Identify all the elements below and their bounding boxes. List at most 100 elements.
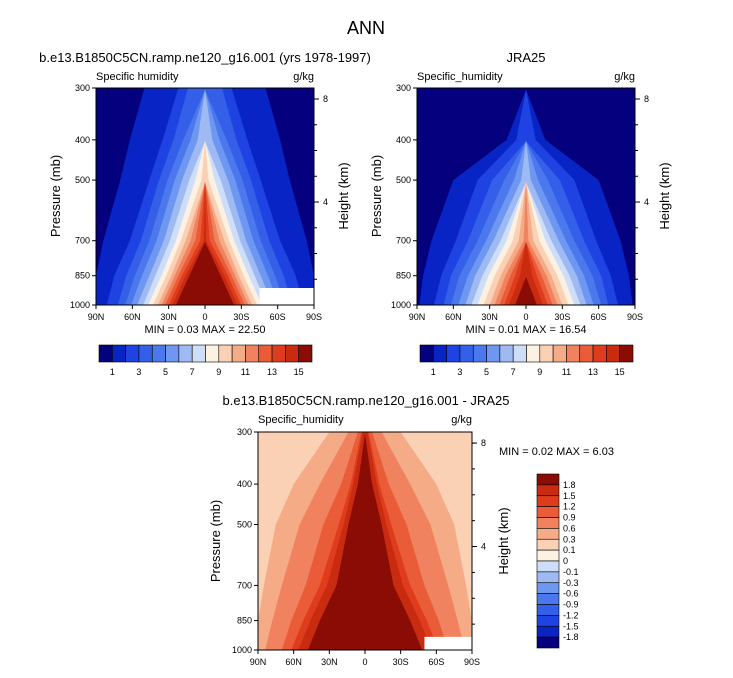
panel-obs-stats: MIN = 0.01 MAX = 16.54: [465, 324, 586, 336]
x-tick-label: 0: [202, 312, 207, 322]
colorbar-box: [112, 344, 126, 363]
colorbar-box: [536, 528, 560, 540]
x-tick-label: 60N: [124, 312, 141, 322]
x-tick-label: 90N: [250, 657, 267, 667]
colorbar-box: [536, 560, 560, 573]
panel-model-stats: MIN = 0.03 MAX = 22.50: [144, 324, 265, 336]
colorbar-box: [499, 344, 514, 363]
colorbar-box: [536, 593, 560, 605]
colorbar-box: [125, 344, 140, 363]
colorbar-label: 13: [267, 367, 277, 377]
x-tick-label: 90S: [627, 312, 643, 322]
contour-fill-level-15: [515, 276, 537, 305]
colorbar-model: 1 3 5 7 9 11 13 15: [98, 344, 313, 377]
colorbar-label: 0.1: [563, 545, 576, 555]
colorbar-label: 1: [110, 367, 115, 377]
colorbar-box: [606, 344, 620, 363]
colorbar-label: -1.8: [563, 632, 579, 642]
colorbar-label: 9: [216, 367, 221, 377]
colorbar-label: -0.6: [563, 589, 579, 599]
y-tick-label: 700: [75, 236, 90, 246]
y-tick-label: 850: [396, 271, 411, 281]
colorbar-label: 0: [563, 556, 568, 566]
y-tick-label: 400: [396, 135, 411, 145]
colorbar-box: [459, 344, 474, 363]
x-tick-label: 30N: [481, 312, 498, 322]
colorbar-box: [526, 344, 541, 363]
colorbar-box: [165, 344, 180, 363]
colorbar-label: 15: [294, 367, 304, 377]
colorbar-box: [536, 538, 560, 551]
y2-tick-label: 4: [481, 542, 486, 552]
x-tick-label: 30S: [393, 657, 409, 667]
x-tick-label: 30S: [554, 312, 570, 322]
colorbar-label: 9: [537, 367, 542, 377]
colorbar-box: [419, 344, 434, 363]
colorbar-box: [536, 517, 560, 529]
panel-diff-title: b.e13.B1850C5CN.ramp.ne120_g16.001 - JRA…: [223, 393, 510, 408]
colorbar-box: [536, 615, 560, 627]
colorbar-label: 7: [190, 367, 195, 377]
missing-data-region: [259, 288, 314, 305]
y-tick-label: 700: [396, 236, 411, 246]
colorbar-label: 5: [163, 367, 168, 377]
contour-fill-level-15: [175, 241, 235, 305]
colorbar-box: [536, 571, 560, 584]
colorbar-label: -0.3: [563, 578, 579, 588]
x-tick-label: 30N: [160, 312, 177, 322]
x-tick-label: 30N: [321, 657, 338, 667]
y-tick-label: 1000: [232, 645, 252, 655]
panel-diff-y2label: Height (km): [496, 507, 511, 574]
missing-data-region: [424, 636, 472, 650]
colorbar-label: 13: [588, 367, 598, 377]
colorbar-label: 0.3: [563, 534, 576, 544]
panel-obs-units-label: g/kg: [614, 71, 635, 83]
colorbar-box: [446, 344, 461, 363]
colorbar-label: -1.2: [563, 610, 579, 620]
colorbar-label: 7: [511, 367, 516, 377]
colorbar-box: [536, 506, 560, 518]
x-tick-label: 60N: [445, 312, 462, 322]
panel-diff-plot: 90N 60N 30N 0 30S 60S 90S 300 400 500 700 850 1000 8 4: [232, 427, 486, 667]
x-tick-label: 60N: [285, 657, 302, 667]
colorbar-box: [539, 344, 554, 363]
colorbar-box: [579, 344, 594, 363]
colorbar-label: -1.5: [563, 621, 579, 631]
colorbar-box: [536, 582, 560, 594]
colorbar-box: [285, 344, 299, 363]
panel-obs-variable-label: Specific_humidity: [417, 71, 503, 83]
colorbar-box: [191, 344, 206, 363]
colorbar-label: 0.9: [563, 513, 576, 523]
colorbar-box: [486, 344, 501, 363]
x-tick-label: 60S: [428, 657, 444, 667]
y-tick-label: 300: [237, 427, 252, 437]
colorbar-box: [138, 344, 153, 363]
y-tick-label: 700: [237, 580, 252, 590]
y-tick-label: 850: [75, 271, 90, 281]
colorbar-label: -0.9: [563, 600, 579, 610]
x-tick-label: 60S: [270, 312, 286, 322]
y2-tick-label: 8: [323, 94, 328, 104]
colorbar-label: 1: [431, 367, 436, 377]
panel-model-y2label: Height (km): [336, 162, 351, 229]
colorbar-box: [566, 344, 581, 363]
y2-tick-label: 4: [323, 197, 328, 207]
panel-obs-ylabel: Pressure (mb): [369, 155, 384, 237]
y2-tick-label: 4: [644, 197, 649, 207]
colorbar-box: [472, 344, 487, 363]
colorbar-box: [271, 344, 286, 363]
colorbar-box: [512, 344, 527, 363]
panel-obs-y2label: Height (km): [657, 162, 672, 229]
y-tick-label: 400: [237, 479, 252, 489]
colorbar-box: [536, 604, 560, 616]
colorbar-box: [231, 344, 246, 363]
x-tick-label: 90S: [464, 657, 480, 667]
colorbar-label: 3: [457, 367, 462, 377]
y2-tick-label: 8: [644, 94, 649, 104]
colorbar-box: [536, 549, 560, 562]
colorbar-label: -0.1: [563, 567, 579, 577]
panel-obs-title: JRA25: [506, 50, 545, 65]
colorbar-label: 5: [484, 367, 489, 377]
colorbar-obs: 1 3 5 7 9 11 13 15: [419, 344, 634, 377]
contour-fill-level-1-8: [307, 433, 423, 650]
